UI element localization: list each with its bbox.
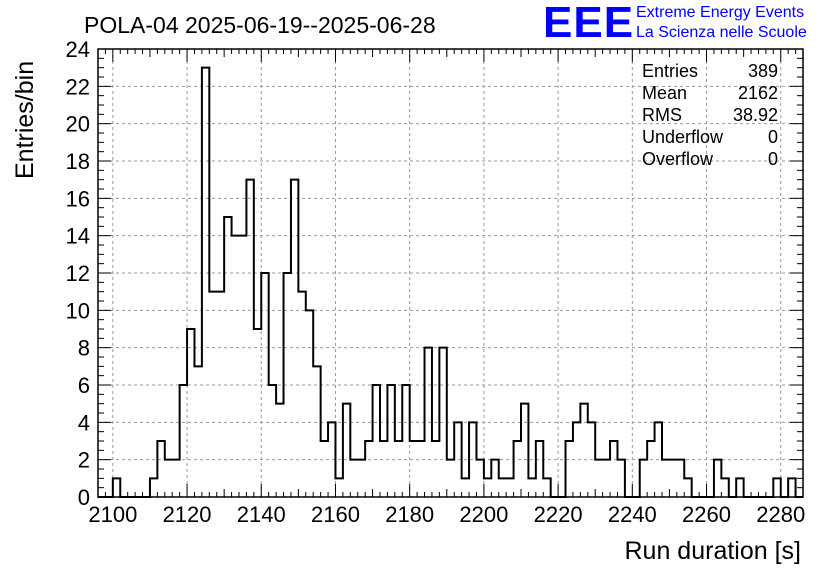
y-tick-label: 14 <box>66 224 90 249</box>
y-tick-label: 16 <box>66 186 90 211</box>
grid <box>98 48 803 498</box>
axis-ticks <box>97 48 804 498</box>
x-tick-label: 2180 <box>385 502 434 527</box>
x-tick-label: 2240 <box>608 502 657 527</box>
y-axis-label: Entries/bin <box>11 61 39 179</box>
x-axis-label: Run duration [s] <box>625 537 802 565</box>
y-tick-label: 8 <box>78 336 90 361</box>
stats-value: 0 <box>768 127 778 147</box>
y-tick-label: 22 <box>66 74 90 99</box>
x-tick-label: 2260 <box>682 502 731 527</box>
y-tick-label: 6 <box>78 373 90 398</box>
x-tick-label: 2160 <box>311 502 360 527</box>
stats-value: 38.92 <box>733 105 778 125</box>
stats-label: Mean <box>642 83 687 103</box>
x-tick-label: 2200 <box>459 502 508 527</box>
x-tick-label: 2120 <box>163 502 212 527</box>
x-tick-label: 2280 <box>756 502 805 527</box>
chart-title: POLA-04 2025-06-19--2025-06-28 <box>84 12 436 38</box>
stats-value: 0 <box>768 149 778 169</box>
histogram-outline <box>98 66 803 498</box>
stats-label: Overflow <box>642 149 714 169</box>
logo-line-1: Extreme Energy Events <box>636 4 805 21</box>
stats-label: Underflow <box>642 127 724 147</box>
x-tick-label: 2140 <box>237 502 286 527</box>
x-tick-label: 2220 <box>534 502 583 527</box>
y-tick-label: 2 <box>78 448 90 473</box>
stats-value: 2162 <box>738 83 778 103</box>
y-tick-label: 10 <box>66 298 90 323</box>
y-tick-label: 20 <box>66 112 90 137</box>
stats-label: Entries <box>642 61 698 81</box>
y-tick-label: 24 <box>66 37 90 62</box>
eee-logo: EEE <box>543 0 635 47</box>
y-tick-label: 18 <box>66 149 90 174</box>
y-tick-label: 12 <box>66 261 90 286</box>
stats-label: RMS <box>642 105 682 125</box>
plot-frame <box>97 48 804 498</box>
x-tick-label: 2100 <box>88 502 137 527</box>
y-tick-label: 4 <box>78 410 90 435</box>
y-tick-label: 0 <box>78 485 90 510</box>
stats-value: 389 <box>748 61 778 81</box>
logo-line-2: La Scienza nelle Scuole <box>636 24 807 41</box>
tick-labels: 2100 2120 2140 2160 2180 2200 2220 2240 2260 2280… <box>66 37 806 527</box>
stats-box: Entries 389 Mean 2162 RMS 38.92 Underflow 0 Over… <box>642 61 778 169</box>
